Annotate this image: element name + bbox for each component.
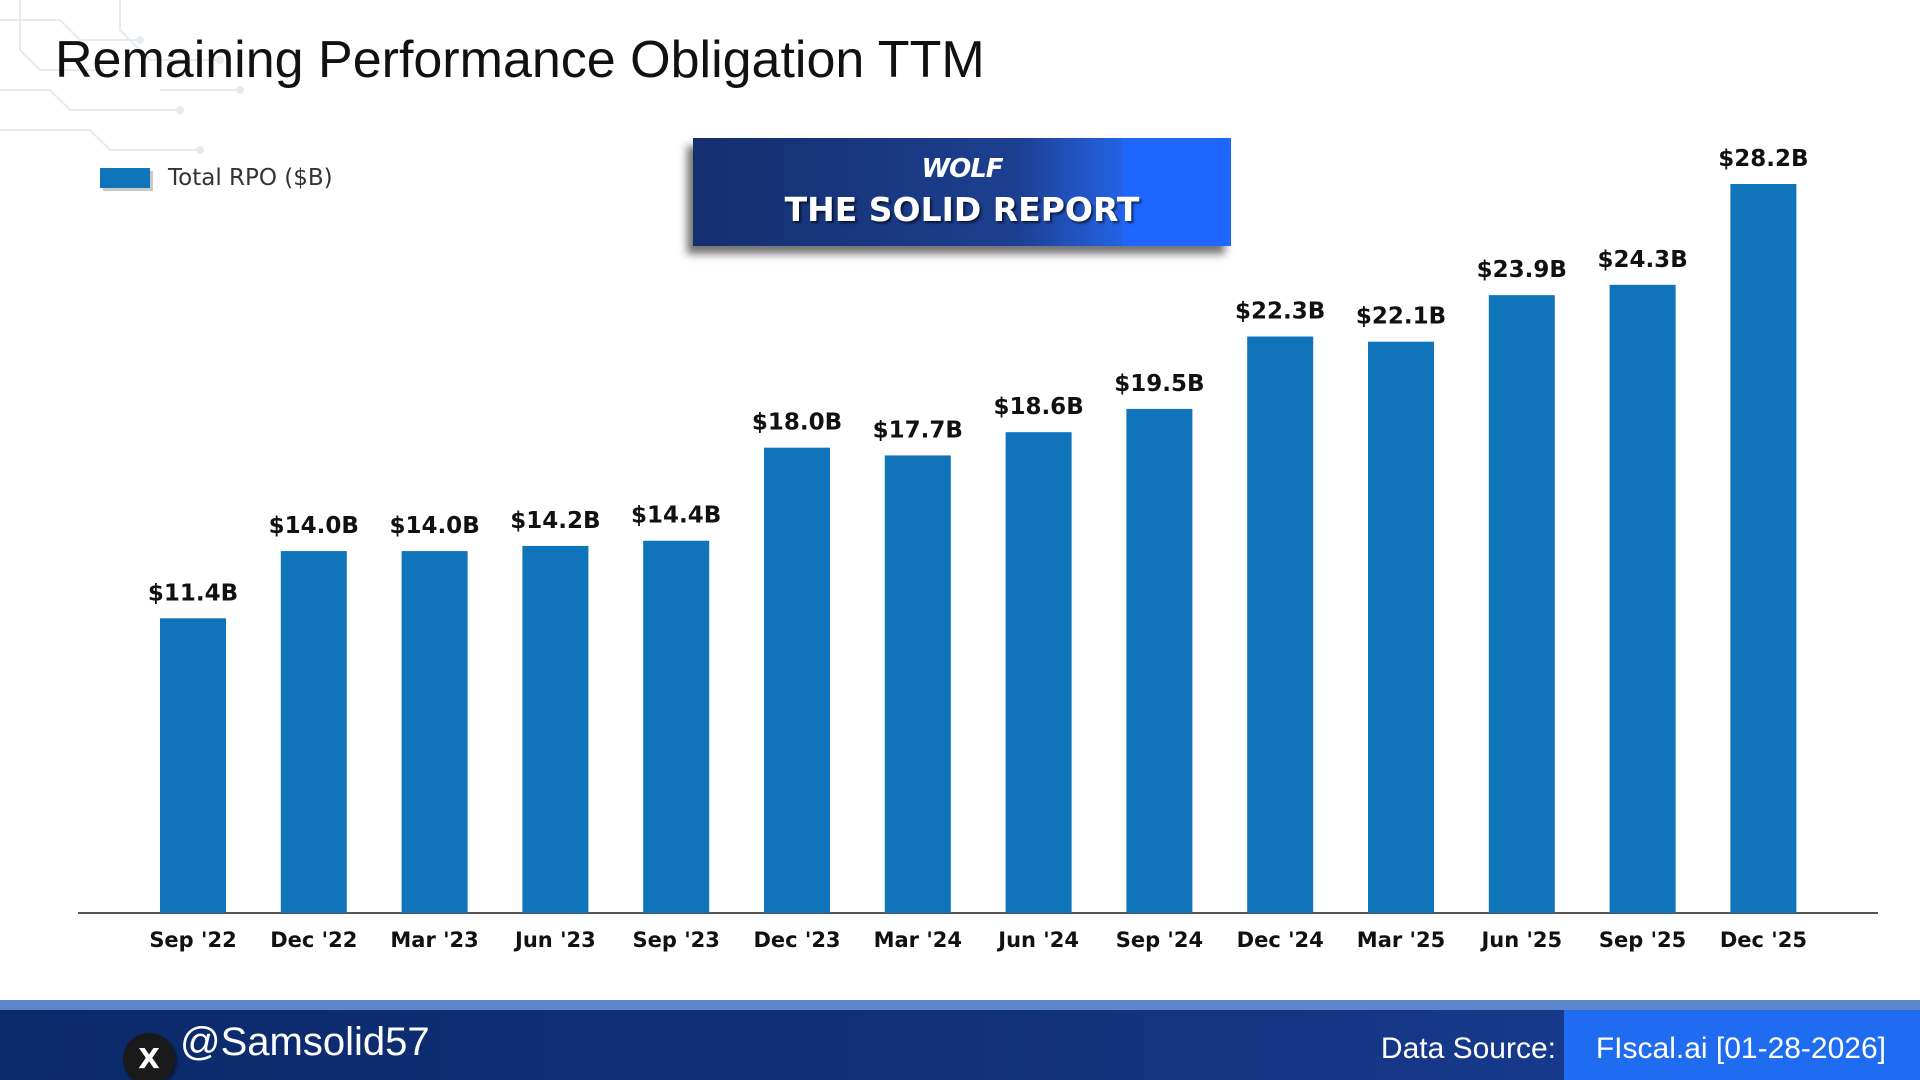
bar — [401, 551, 468, 913]
data-label: $14.2B — [510, 508, 600, 534]
bar — [1368, 341, 1434, 913]
bar — [522, 545, 589, 913]
data-label: $14.0B — [269, 513, 359, 539]
bar — [1126, 408, 1193, 913]
x-tick-label: Dec '25 — [1720, 928, 1807, 952]
bar — [1609, 284, 1676, 913]
chart-legend: Total RPO ($B) — [100, 165, 333, 191]
x-tick-label: Sep '24 — [1116, 928, 1203, 952]
bar — [1488, 295, 1555, 914]
banner-title: THE SOLID REPORT — [784, 190, 1140, 229]
x-tick-label: Mar '23 — [390, 928, 478, 952]
x-tick-label: Mar '25 — [1357, 928, 1445, 952]
social-handle[interactable]: @Samsolid57 — [180, 1020, 430, 1064]
footer-bar: X @Samsolid57 Data Source: FIscal.ai [01… — [0, 1000, 1920, 1080]
bar — [884, 455, 951, 913]
rpo-bar-chart: $11.4B Sep '22 $14.0B Dec '22 $14.0B Mar '23 $… — [78, 146, 1878, 952]
bar — [160, 618, 226, 913]
x-tick-label: Sep '22 — [149, 928, 236, 952]
data-label: $14.0B — [389, 513, 479, 539]
data-label: $17.7B — [873, 417, 963, 443]
data-label: $23.9B — [1477, 257, 1567, 283]
bar — [1730, 184, 1797, 913]
data-label: $24.3B — [1597, 247, 1687, 273]
x-tick-label: Dec '24 — [1237, 928, 1324, 952]
bar — [1005, 432, 1072, 913]
wolf-logo: WOLF — [921, 154, 1003, 184]
data-label: $22.1B — [1356, 304, 1446, 330]
page-title: Remaining Performance Obligation TTM — [55, 31, 985, 89]
banner-accent-stripe — [1123, 138, 1231, 246]
x-tick-label: Jun '25 — [1479, 928, 1562, 952]
data-label: $11.4B — [148, 580, 238, 606]
data-source-box — [1564, 1010, 1920, 1080]
legend-label: Total RPO ($B) — [168, 165, 333, 191]
x-tick-label: Mar '24 — [874, 928, 962, 952]
x-tick-label: Dec '22 — [270, 928, 357, 952]
circuit-decoration — [0, 0, 244, 154]
data-label: $18.0B — [752, 410, 842, 436]
x-tick-label: Dec '23 — [753, 928, 840, 952]
data-label: $18.6B — [993, 394, 1083, 420]
data-label: $22.3B — [1235, 299, 1325, 325]
data-source-value: FIscal.ai [01-28-2026] — [1595, 1032, 1886, 1065]
legend-swatch — [100, 168, 150, 188]
bar — [1247, 336, 1314, 914]
data-source-label: Data Source: — [1380, 1032, 1556, 1065]
data-label: $28.2B — [1718, 146, 1808, 172]
x-tick-label: Sep '25 — [1599, 928, 1686, 952]
bar — [643, 540, 710, 913]
report-banner: WOLF THE SOLID REPORT — [693, 138, 1231, 246]
x-logo-icon[interactable]: X — [123, 1033, 175, 1080]
data-label: $19.5B — [1114, 371, 1204, 397]
data-label: $14.4B — [631, 503, 721, 529]
x-tick-label: Sep '23 — [633, 928, 720, 952]
bar — [764, 447, 830, 913]
bar — [280, 551, 347, 913]
x-tick-label: Jun '24 — [996, 928, 1079, 952]
x-tick-label: Jun '23 — [513, 928, 596, 952]
